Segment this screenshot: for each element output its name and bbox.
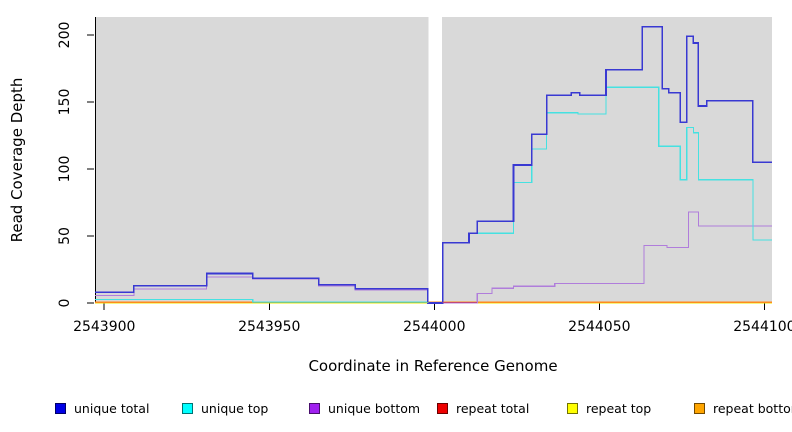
- legend-item-repeat-bottom: repeat bottom: [694, 401, 792, 416]
- x-axis-label: Coordinate in Reference Genome: [308, 357, 557, 375]
- legend-item-unique-bottom: unique bottom: [309, 401, 420, 416]
- y-tick-label: 0: [57, 299, 73, 308]
- legend-item-label: repeat bottom: [713, 401, 792, 416]
- legend-swatch-icon: [55, 403, 66, 414]
- legend-swatch-icon: [694, 403, 705, 414]
- y-tick-label: 150: [57, 89, 73, 116]
- legend-swatch-icon: [567, 403, 578, 414]
- no-data-gap-band: [428, 17, 443, 303]
- y-tick-label: 100: [57, 156, 73, 183]
- series-line-unique-bottom: [95, 211, 772, 304]
- x-tick-label: 2544050: [568, 319, 630, 335]
- legend-item-label: repeat top: [586, 401, 652, 416]
- legend-item-repeat-total: repeat total: [437, 401, 529, 416]
- x-tick-label: 2544000: [403, 319, 465, 335]
- legend-swatch-icon: [182, 403, 193, 414]
- x-tick-label: 2543950: [238, 319, 300, 335]
- y-tick-label: 50: [57, 227, 73, 245]
- legend-item-unique-top: unique top: [182, 401, 268, 416]
- plot-area: 2543900 2543950 2544000 2544050 2544100 0 50 10…: [57, 17, 792, 335]
- legend-swatch-icon: [437, 403, 448, 414]
- legend-item-label: unique bottom: [328, 401, 421, 416]
- legend-item-repeat-top: repeat top: [567, 401, 651, 416]
- series-line-unique-total: [95, 26, 772, 304]
- legend-item-label: unique total: [74, 401, 150, 416]
- x-tick-label: 2544100: [733, 319, 792, 335]
- y-tick-label: 200: [57, 22, 73, 49]
- x-tick-label: 2543900: [73, 319, 135, 335]
- legend-swatch-icon: [309, 403, 320, 414]
- legend: unique total unique top unique bottom repea…: [0, 398, 792, 428]
- y-axis-label: Read Coverage Depth: [8, 78, 26, 243]
- legend-item-label: repeat total: [456, 401, 530, 416]
- legend-item-unique-total: unique total: [55, 401, 149, 416]
- coverage-chart: 2543900 2543950 2544000 2544050 2544100 0 50 10…: [8, 17, 792, 375]
- legend-item-label: unique top: [201, 401, 269, 416]
